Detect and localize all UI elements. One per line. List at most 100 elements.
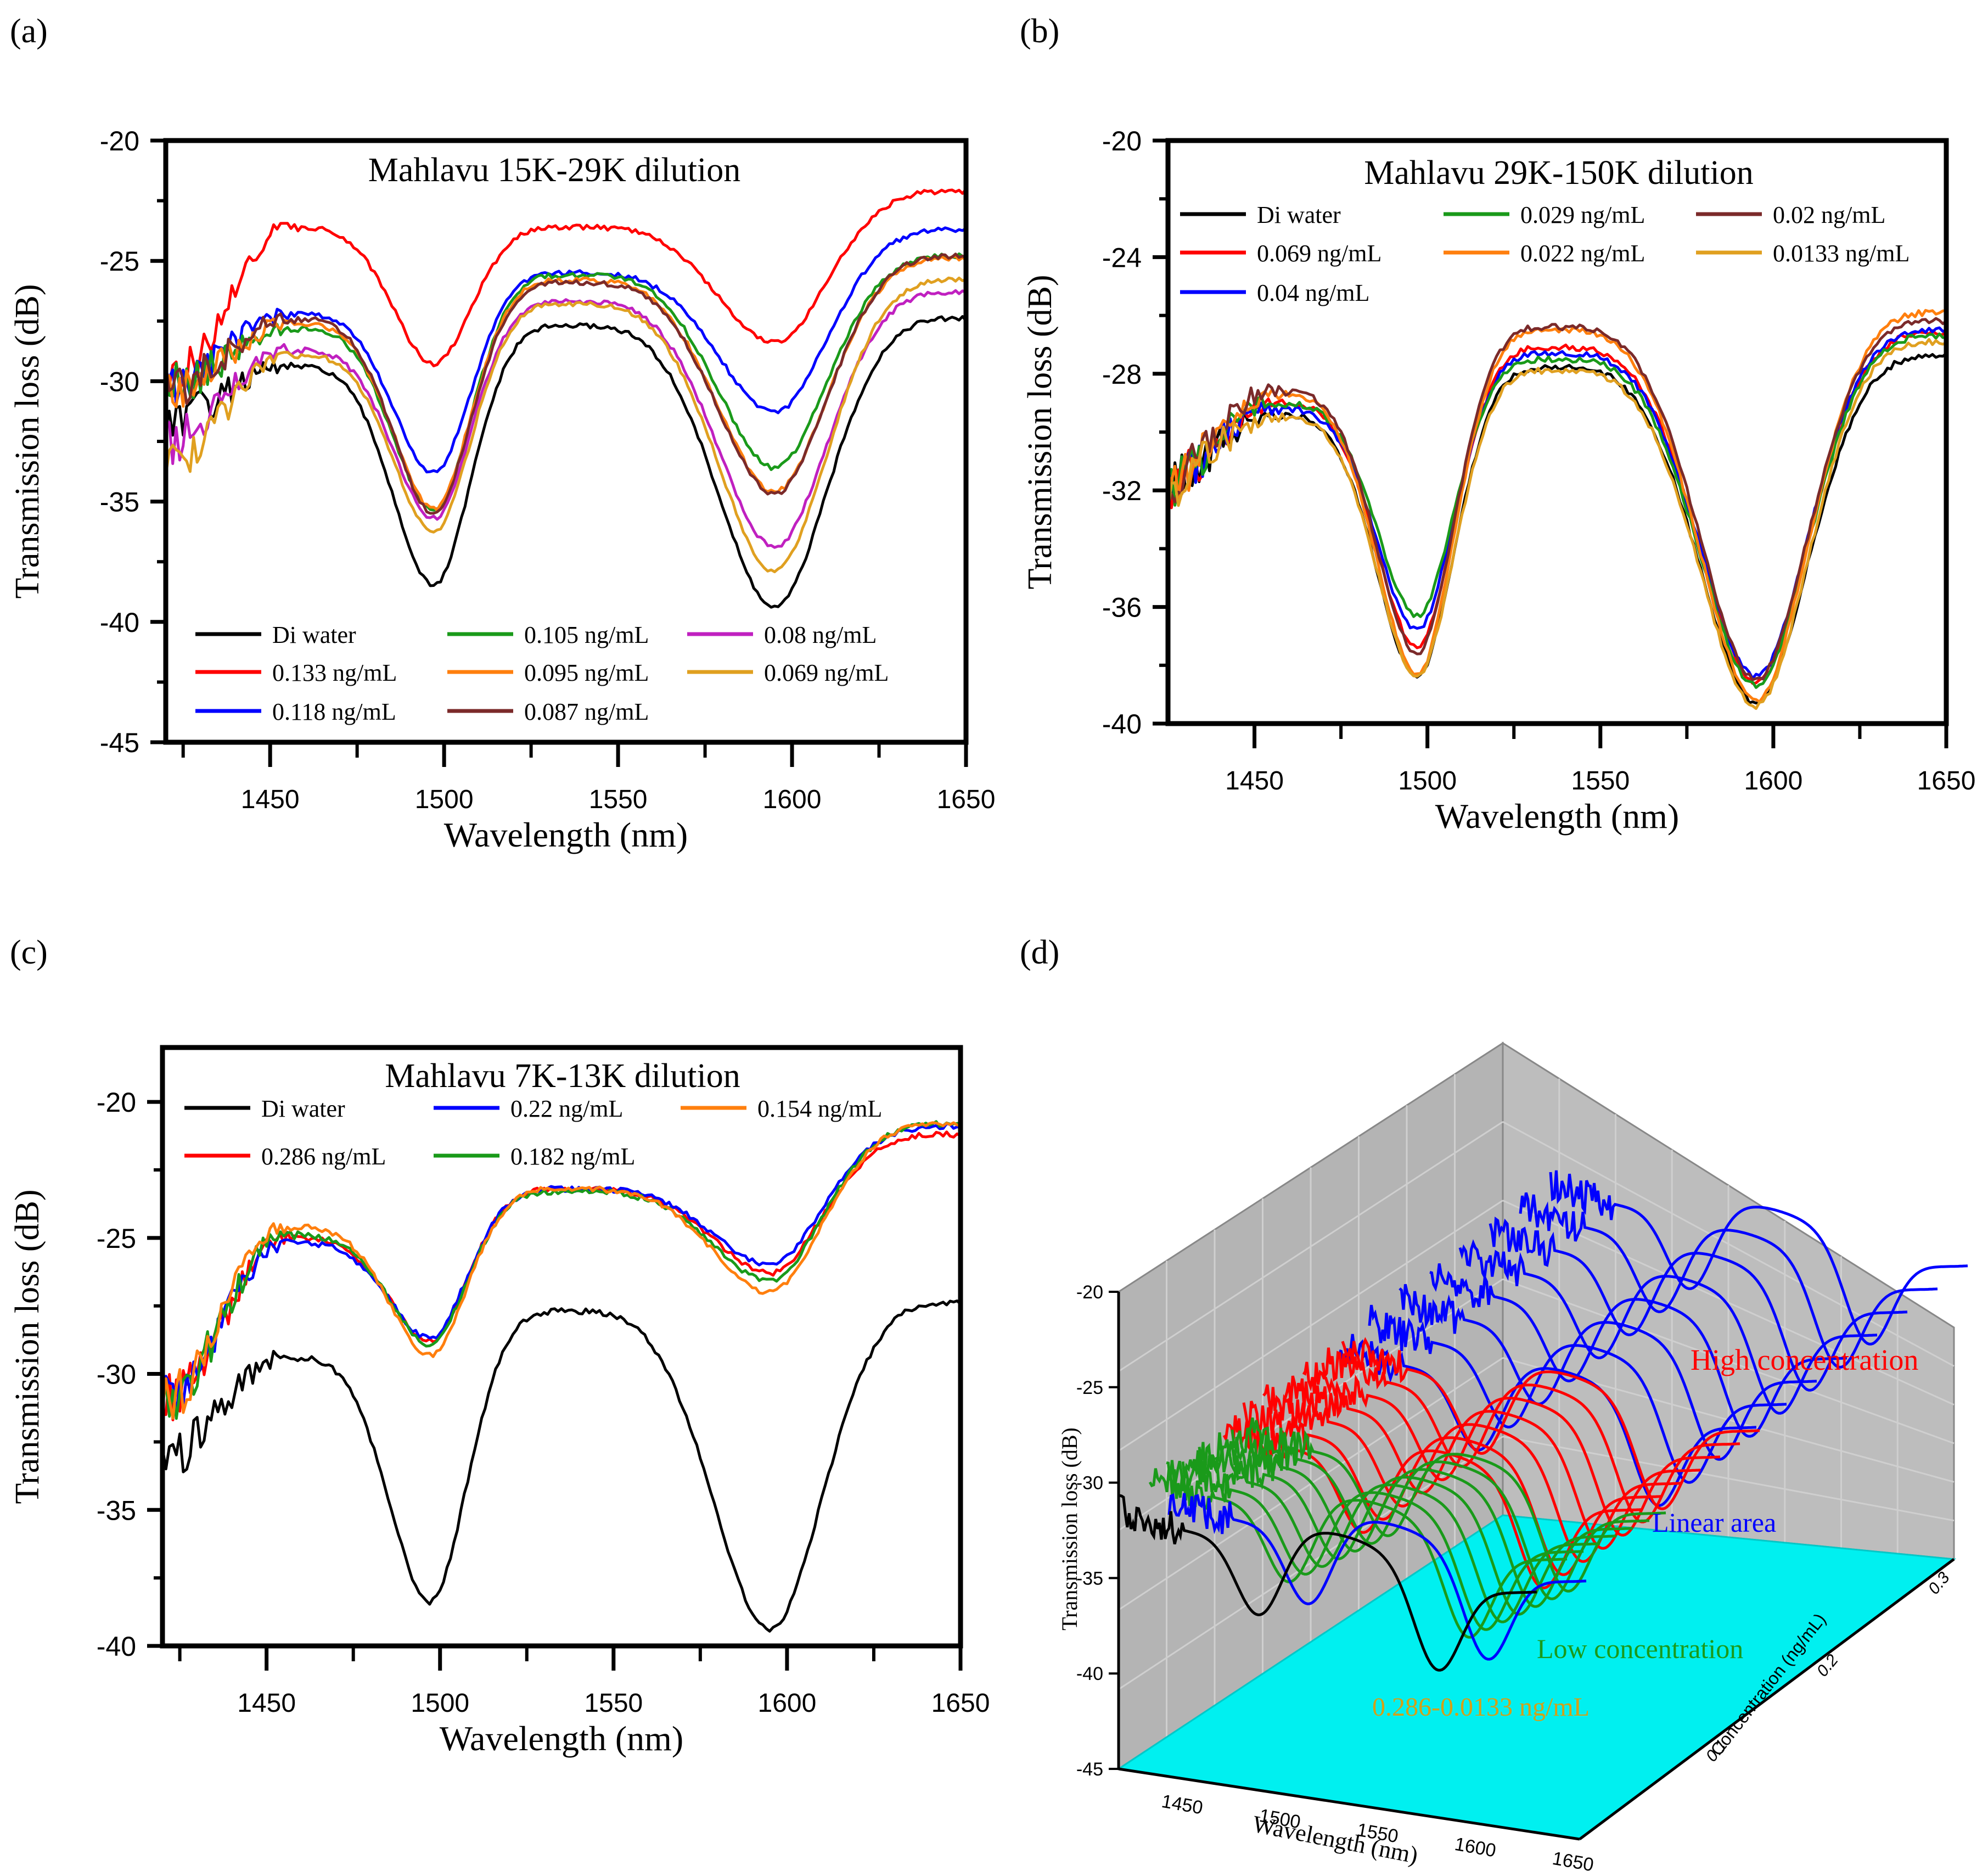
series-line-0-069-ng-ml [166, 276, 966, 574]
low-concentration-curve [1198, 1442, 1617, 1616]
x-tick-label: 1450 [1160, 1791, 1204, 1819]
di-water-curve [1119, 1494, 1537, 1672]
series-group [166, 188, 966, 609]
low-concentration-curve [1166, 1460, 1584, 1631]
y-tick-label: -20 [100, 126, 139, 156]
y-tick-label: -32 [1102, 475, 1142, 506]
series-line-0-095-ng-ml [166, 255, 966, 512]
linear-area-curve [1549, 1170, 1968, 1346]
legend-label-0-133-ng-ml: 0.133 ng/mL [272, 659, 397, 686]
y-axis-label: Transmission loss (dB) [9, 1189, 46, 1504]
wall-grid-line [1502, 1121, 1955, 1367]
legend-label-0-182-ng-ml: 0.182 ng/mL [510, 1143, 635, 1170]
y-axis-line [1579, 1558, 1955, 1841]
x-tick-label: 1450 [237, 1689, 296, 1718]
x-tick-label: 1500 [411, 1689, 469, 1718]
legend-label-di-water: Di water [272, 621, 356, 648]
chart-title: Mahlavu 15K-29K dilution [368, 152, 741, 189]
series-line-0-02-ng-ml [1168, 317, 1946, 681]
x-tick-label: 1550 [589, 785, 648, 814]
x-tick-label: 1600 [1744, 766, 1802, 796]
y-tick-label: -36 [1102, 592, 1142, 623]
plot-frame [163, 138, 969, 745]
y-tick-label: -20 [97, 1087, 136, 1118]
series-line-0-0133-ng-ml [1168, 338, 1946, 710]
panel-label-b: (b) [1020, 13, 1060, 50]
chart-panel-b: -20 -24 -28 -32 -36 -40 1450 1500 1550 1600 1650 Wa… [1021, 126, 1975, 836]
y-tick-label: -24 [1102, 242, 1142, 273]
z-tick-label: -20 [1076, 1282, 1103, 1303]
legend-label-0-04-ng-ml: 0.04 ng/mL [1257, 279, 1369, 306]
series-group [1168, 309, 1946, 710]
x-axis-label: Wavelength (nm) [444, 815, 688, 854]
x-tick-label: 1500 [415, 785, 474, 814]
linear-area-curve [1167, 1493, 1587, 1661]
panel-label-a: (a) [10, 13, 48, 50]
series-line-0-286-ng-ml [162, 1130, 961, 1421]
series-line-0-08-ng-ml [166, 289, 966, 549]
series-line-0-105-ng-ml [166, 252, 966, 512]
x-tick-label: 1600 [1453, 1834, 1497, 1862]
linear-area-curve [1339, 1334, 1757, 1507]
wall-grid-line [1502, 1278, 1955, 1444]
y-tick-label: -40 [100, 607, 139, 638]
series-line-di-water [166, 315, 966, 609]
legend-label-di-water: Di water [1257, 201, 1341, 228]
series-line-di-water [162, 1299, 961, 1633]
x-axis-label: Wavelength (nm) [1250, 1811, 1420, 1869]
z-axis-label: Transmission loss (dB) [1057, 1427, 1082, 1631]
series-line-0-22-ng-ml [162, 1122, 961, 1416]
x-axis-label: Wavelength (nm) [440, 1719, 683, 1758]
y-tick-label: -45 [100, 727, 139, 758]
panel-label-c: (c) [10, 934, 48, 971]
high-concentration-curve [1282, 1375, 1701, 1550]
z-tick-label: -35 [1076, 1568, 1103, 1589]
x-axis-line [1118, 1767, 1580, 1841]
y-tick-label: -30 [97, 1359, 136, 1390]
chart-title: Mahlavu 7K-13K dilution [385, 1057, 740, 1095]
series-line-0-182-ng-ml [162, 1120, 961, 1420]
linear-area-curve [1519, 1192, 1938, 1369]
x-tick-label: 1650 [931, 1689, 990, 1718]
z-tick-label: -40 [1076, 1663, 1103, 1684]
legend-label-0-0133-ng-ml: 0.0133 ng/mL [1773, 240, 1910, 267]
x-tick-label: 1450 [1225, 766, 1284, 796]
legend-label-0-286-ng-ml: 0.286 ng/mL [261, 1143, 386, 1170]
wall-grid-line [1502, 1436, 1955, 1522]
x-tick-label: 1450 [241, 785, 300, 814]
linear-area-curve [1399, 1284, 1817, 1461]
series-line-0-133-ng-ml [166, 188, 966, 401]
y-tick-label: -40 [1102, 709, 1142, 740]
wall-grid-line [1118, 1200, 1503, 1452]
x-tick-label: 1650 [937, 785, 996, 814]
low-concentration-curve [1247, 1417, 1666, 1593]
legend-label-0-087-ng-ml: 0.087 ng/mL [524, 698, 649, 725]
low-concentration-curve [1214, 1432, 1633, 1608]
y-tick-label: -30 [100, 366, 139, 397]
legend-label-0-08-ng-ml: 0.08 ng/mL [764, 621, 877, 648]
x-tick-label: 1600 [758, 1689, 817, 1718]
low-concentration-curve [1148, 1468, 1568, 1639]
waterfall-curves [1119, 1170, 1968, 1672]
legend-label-0-022-ng-ml: 0.022 ng/mL [1520, 240, 1645, 267]
series-line-0-087-ng-ml [166, 253, 966, 515]
low-concentration-curve [1231, 1427, 1650, 1600]
x-tick-label: 1550 [584, 1689, 643, 1718]
annotation-low-concentration: Low concentration [1537, 1633, 1743, 1664]
x-tick-label: 1500 [1398, 766, 1457, 796]
z-tick-label: -25 [1076, 1377, 1103, 1398]
annotation-0-286-0-0133-ng-ml: 0.286-0.0133 ng/mL [1372, 1693, 1590, 1722]
x-tick-label: 1650 [1551, 1848, 1595, 1871]
chart-title: Mahlavu 29K-150K dilution [1364, 154, 1754, 192]
y-tick-label: -25 [100, 246, 139, 277]
legend-label-0-029-ng-ml: 0.029 ng/mL [1520, 201, 1645, 228]
y-tick-label: -35 [97, 1495, 136, 1526]
x-tick-label: 1650 [1917, 766, 1976, 796]
linear-area-curve [1489, 1216, 1908, 1392]
legend-label-0-105-ng-ml: 0.105 ng/mL [524, 621, 649, 648]
y-tick-label: -25 [97, 1223, 136, 1254]
high-concentration-curve [1341, 1337, 1760, 1510]
legend-label-0-069-ng-ml: 0.069 ng/mL [764, 659, 889, 686]
chart-panel-d: -20 -25 -30 -35 -40 -45 Transmission loss (dB)… [1057, 1041, 1968, 1871]
